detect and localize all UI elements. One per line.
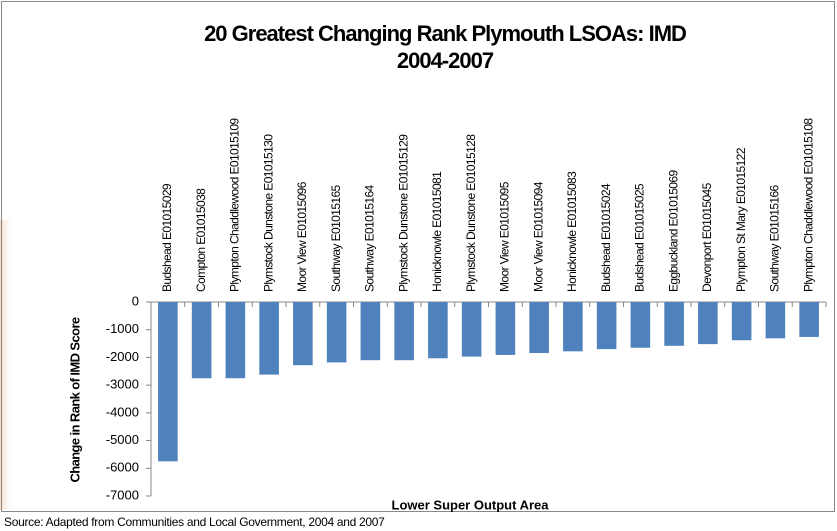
x-axis-label: Lower Super Output Area: [392, 497, 550, 512]
x-tick-label: Budshead E01015024: [599, 183, 613, 292]
source-note: Source: Adapted from Communities and Loc…: [4, 515, 385, 529]
bar: [293, 302, 313, 366]
bar: [563, 302, 583, 352]
bar: [731, 302, 752, 341]
bar: [698, 302, 718, 345]
bar: [664, 302, 684, 346]
x-tick-label: Moor View E01015095: [498, 181, 512, 292]
x-tick-label: Plymstock Dunstone E01015130: [261, 134, 275, 292]
y-tick-label: -5000: [106, 432, 139, 447]
bar: [259, 302, 279, 375]
chart-subtitle: 2004-2007: [397, 48, 494, 73]
bar: [326, 302, 347, 363]
x-tick-label: Budshead E01015029: [160, 183, 174, 292]
x-tick-label: Plymstock Dunstone E01015128: [464, 134, 478, 292]
x-tick-label: Plympton Chaddlewood E01015108: [801, 118, 815, 292]
y-tick-label: -3000: [106, 377, 139, 392]
bar: [158, 302, 178, 462]
x-tick-label: Devonport E01015045: [700, 182, 714, 292]
y-tick-label: -4000: [106, 404, 139, 419]
bar: [799, 302, 819, 337]
y-tick-label: -1000: [106, 321, 139, 336]
y-tick-label: -7000: [106, 487, 139, 502]
chart-title: 20 Greatest Changing Rank Plymouth LSOAs…: [204, 21, 686, 46]
x-tick-label: Honicknowle E01015083: [565, 171, 579, 292]
x-tick-label: Plymstock Dunstone E01015129: [396, 134, 410, 292]
y-axis-label: Change in Rank of IMD Score: [67, 317, 82, 482]
x-tick-label: Moor View E01015096: [295, 181, 309, 292]
x-tick-label: Southway E01015166: [768, 184, 782, 292]
x-tick-label: Plympton St Mary E01015122: [734, 147, 748, 292]
x-tick-label: Compton E01015038: [194, 188, 208, 292]
bar: [630, 302, 651, 348]
bar: [495, 302, 516, 355]
bar: [529, 302, 549, 353]
x-tick-label: Southway E01015164: [363, 184, 377, 292]
bar: [360, 302, 381, 361]
x-tick-label: Eggbuckland E01015069: [666, 170, 680, 292]
bar: [394, 302, 414, 361]
x-tick-label: Moor View E01015094: [531, 181, 545, 292]
bar: [596, 302, 617, 350]
x-tick-label: Southway E01015165: [329, 184, 343, 292]
edge-decoration: [0, 220, 14, 510]
bar: [225, 302, 246, 379]
x-tick-label: Plympton Chaddlewood E01015109: [228, 118, 242, 292]
bar: [461, 302, 482, 357]
bar: [765, 302, 786, 339]
y-tick-label: 0: [132, 293, 139, 308]
bar: [191, 302, 212, 379]
y-tick-label: -2000: [106, 349, 139, 364]
x-tick-label: Budshead E01015025: [633, 183, 647, 292]
x-tick-label: Honicknowle E01015081: [430, 171, 444, 292]
bar: [428, 302, 448, 359]
chart-frame: [1, 1, 835, 512]
y-tick-label: -6000: [106, 460, 139, 475]
